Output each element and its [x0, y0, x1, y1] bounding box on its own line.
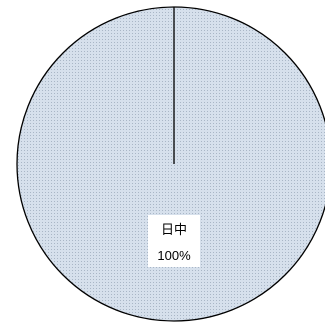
pie-labels: 日中 100% [148, 215, 200, 267]
slice-label-box [148, 215, 200, 267]
pie-slice [16, 6, 325, 322]
slice-percent-label: 100% [157, 248, 191, 263]
pie-slices [16, 6, 325, 322]
slice-category-label: 日中 [161, 222, 187, 237]
